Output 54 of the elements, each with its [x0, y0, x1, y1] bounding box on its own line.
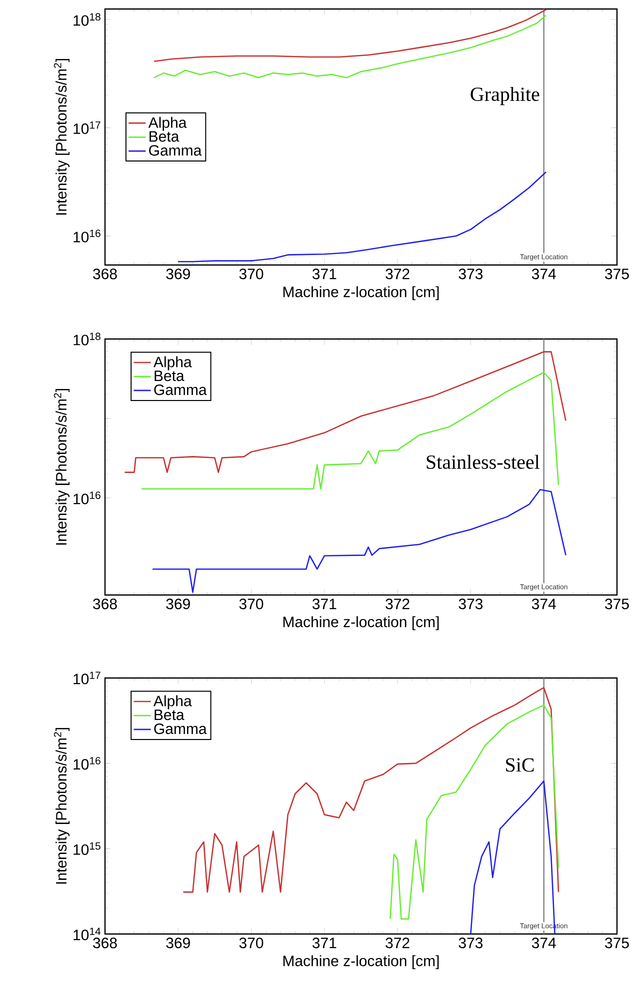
line-series: [153, 14, 547, 78]
legend-label: Beta: [150, 131, 180, 142]
x-tick-label: 372: [386, 598, 410, 610]
y-tick-label: 10$^{15}$: [74, 842, 100, 855]
y-tick-label: 10$^{18}$: [74, 13, 100, 26]
x-tick-label: 375: [605, 598, 629, 610]
line-series: [124, 351, 566, 473]
legend-label: Beta: [154, 710, 184, 720]
annotation: SiC: [506, 758, 534, 772]
y-tick-label: 10$^{18}$: [74, 332, 100, 346]
x-tick-label: 372: [386, 938, 410, 948]
x-tick-label: 373: [458, 598, 483, 610]
x-tick-label: 371: [312, 938, 336, 948]
legend-label: Alpha: [148, 116, 187, 131]
x-tick-label: 374: [532, 938, 556, 948]
x-tick-label: 374: [532, 598, 556, 610]
line-series: [152, 489, 566, 593]
x-tick-label: 369: [166, 268, 190, 280]
legend-label: Gamma: [154, 723, 207, 734]
legend-label: Gamma: [154, 384, 207, 396]
annotation: Graphite: [470, 86, 540, 106]
x-tick-label: 373: [458, 268, 483, 280]
x-tick-label: 368: [93, 598, 117, 610]
y-axis-title: Intensity [Photons/s/m$^{2}$]: [54, 728, 70, 884]
legend-label: Beta: [154, 370, 184, 382]
x-tick-label: 375: [605, 938, 629, 948]
y-tick-label: 10$^{17}$: [74, 672, 100, 684]
y-axis-title: Intensity [Photons/s/m$^{2}$]: [54, 59, 70, 215]
y-axis-title: Intensity [Photons/s/m$^{2}$]: [54, 389, 70, 545]
x-tick-label: 372: [386, 268, 410, 280]
x-tick-label: 370: [239, 938, 264, 948]
x-tick-label: 369: [166, 598, 190, 610]
x-axis-title: Machine z-location [cm]: [283, 616, 439, 630]
legend-label: Alpha: [154, 695, 192, 710]
x-axis-title: Machine z-location [cm]: [283, 286, 439, 300]
legend-label: Gamma: [149, 145, 202, 156]
x-tick-label: 370: [239, 598, 264, 610]
x-tick-label: 369: [166, 938, 190, 948]
x-tick-label: 371: [312, 598, 336, 610]
x-tick-label: 370: [239, 268, 264, 280]
x-tick-label: 373: [458, 938, 483, 948]
x-tick-label: 371: [312, 268, 336, 280]
legend-label: Alpha: [154, 356, 192, 370]
y-tick-label: 10$^{16}$: [74, 492, 100, 504]
y-tick-label: 10$^{17}$: [74, 121, 100, 134]
x-tick-label: 375: [605, 268, 629, 280]
line-series: [153, 9, 547, 62]
x-tick-label: 374: [532, 268, 556, 280]
annotation: Stainless-steel: [426, 454, 540, 469]
y-tick-label: 10$^{16}$: [74, 756, 100, 770]
line-series: [390, 704, 560, 920]
x-axis-title: Machine z-location [cm]: [283, 955, 439, 970]
y-tick-label: 10$^{16}$: [74, 230, 100, 242]
x-tick-label: 368: [93, 268, 117, 280]
